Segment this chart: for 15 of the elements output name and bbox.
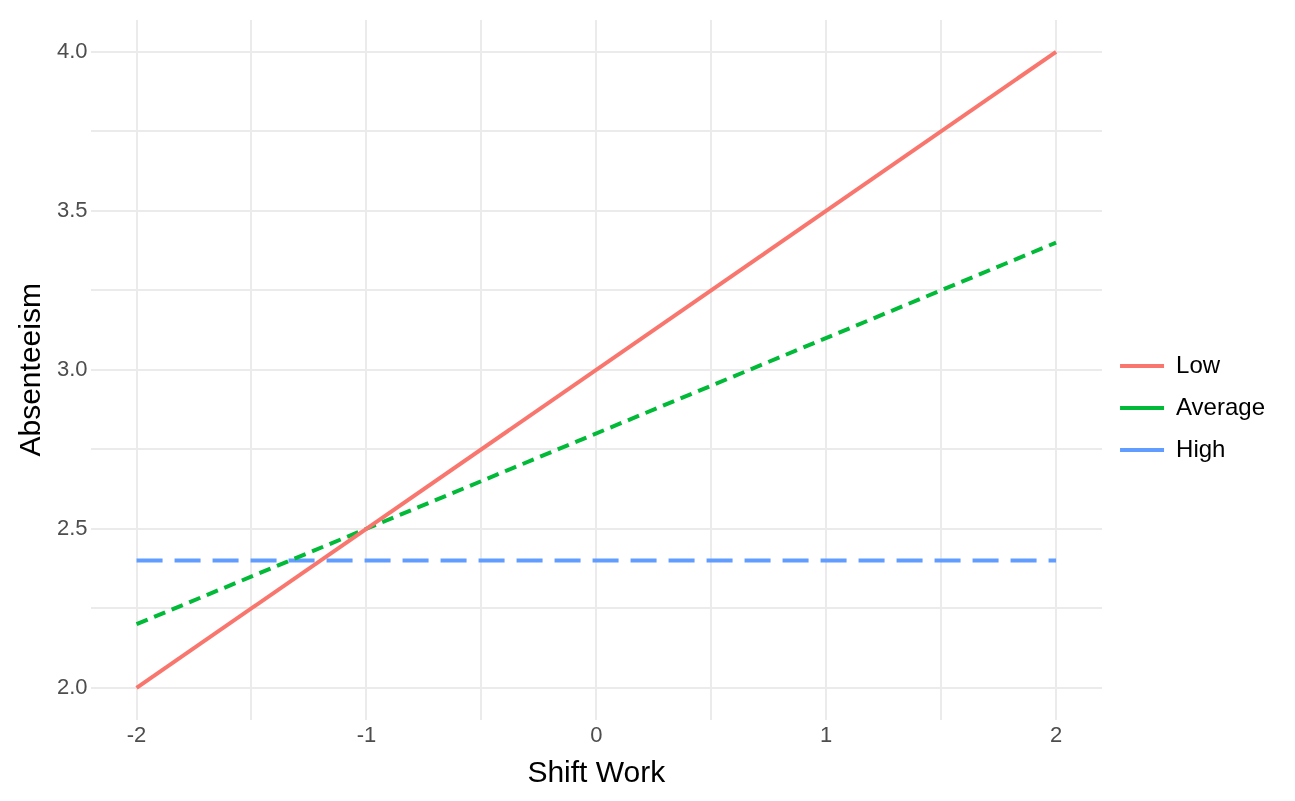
legend-label: High (1176, 434, 1226, 462)
x-axis-title: Shift Work (527, 755, 667, 789)
y-tick-label: 3.5 (56, 196, 88, 222)
y-tick-label: 4.0 (56, 37, 88, 63)
y-tick-label: 3.0 (56, 355, 88, 381)
legend-label: Average (1176, 392, 1266, 420)
x-tick-label: -1 (356, 721, 377, 747)
y-tick-label: 2.5 (56, 514, 88, 540)
x-tick-label: 1 (820, 721, 833, 747)
x-tick-label: 2 (1049, 721, 1063, 747)
legend-label: Low (1176, 350, 1221, 378)
x-tick-label: -2 (126, 721, 147, 747)
x-tick-label: 0 (590, 721, 603, 747)
y-axis-title: Absenteeism (13, 283, 47, 457)
y-tick-label: 2.0 (56, 673, 88, 699)
